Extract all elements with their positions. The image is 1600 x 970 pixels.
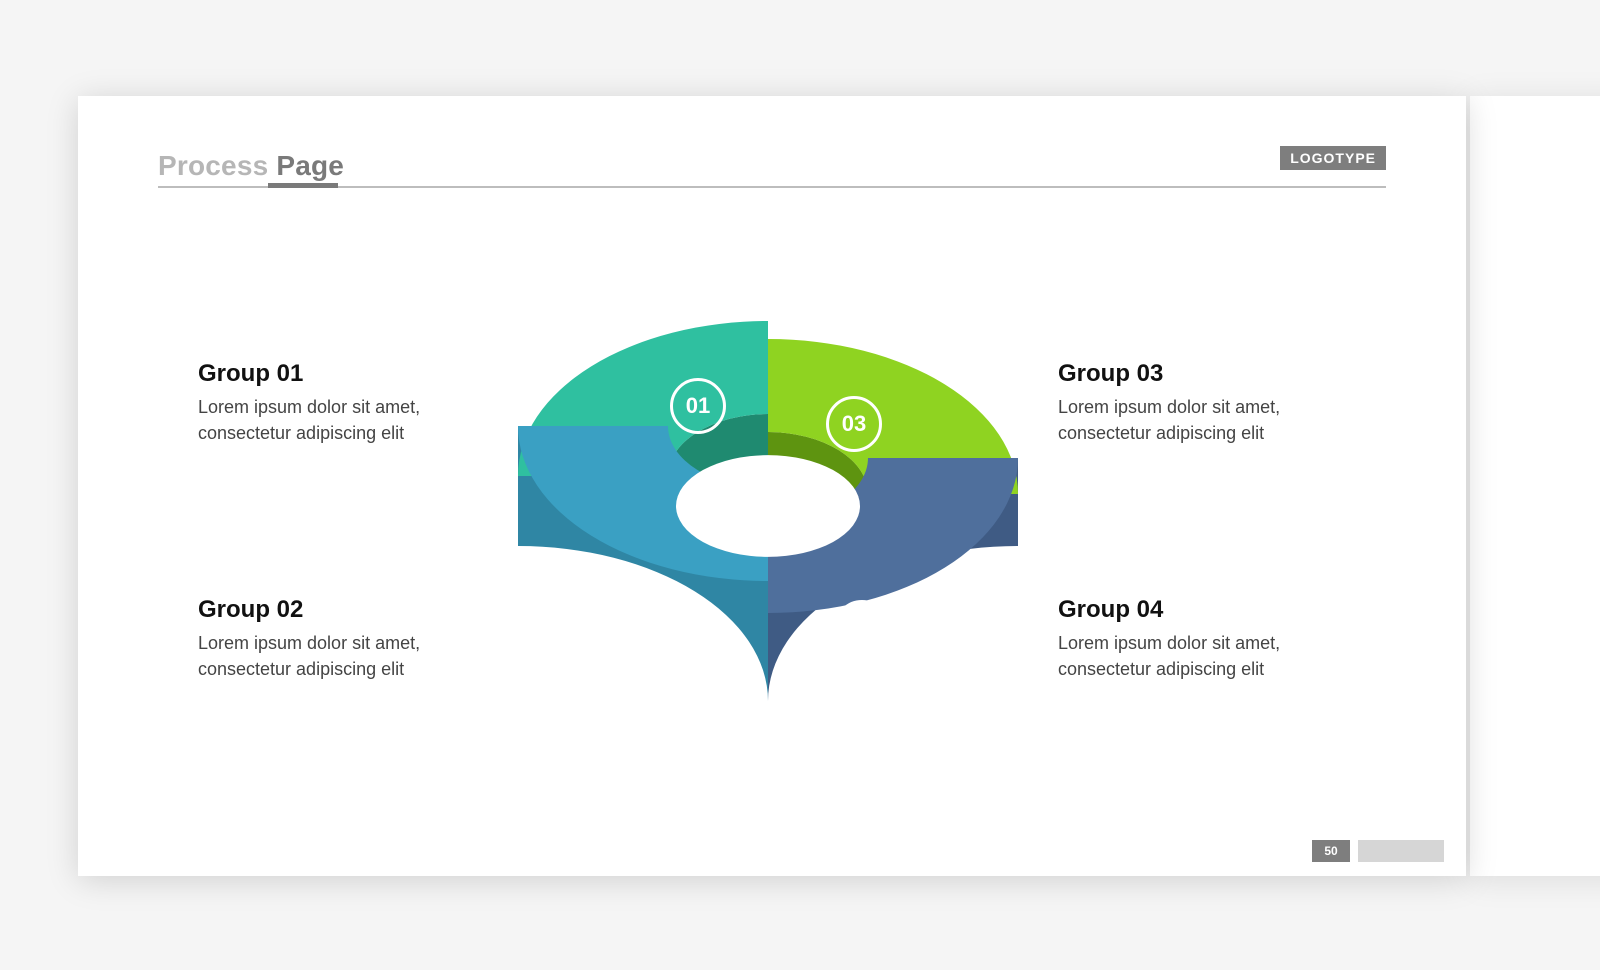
donut-svg — [498, 286, 1038, 806]
page-bar — [1358, 840, 1444, 862]
slide: Process Page LOGOTYPE 01 03 02 04 Group … — [78, 96, 1466, 876]
group-04: Group 04 Lorem ipsum dolor sit amet, con… — [1058, 596, 1358, 682]
segment-circle-01: 01 — [670, 378, 726, 434]
header-underline — [158, 186, 1386, 188]
group-01-body: Lorem ipsum dolor sit amet, consectetur … — [198, 394, 498, 446]
page-title-bold: Page — [276, 150, 344, 181]
ghost-slide: OTYPE sit am ng el sit am ing el — [1470, 96, 1600, 876]
group-02-body: Lorem ipsum dolor sit amet, consectetur … — [198, 630, 498, 682]
header: Process Page — [158, 142, 1386, 182]
group-01: Group 01 Lorem ipsum dolor sit amet, con… — [198, 360, 498, 446]
group-04-title: Group 04 — [1058, 596, 1358, 624]
segment-circle-04: 04 — [834, 600, 890, 656]
segment-circle-02: 02 — [668, 614, 724, 670]
page-title-light: Process — [158, 150, 276, 181]
page-title: Process Page — [158, 150, 344, 182]
group-03-body: Lorem ipsum dolor sit amet, consectetur … — [1058, 394, 1358, 446]
group-02: Group 02 Lorem ipsum dolor sit amet, con… — [198, 596, 498, 682]
group-03-title: Group 03 — [1058, 360, 1358, 388]
group-01-title: Group 01 — [198, 360, 498, 388]
segment-circle-03: 03 — [826, 396, 882, 452]
page-number: 50 — [1312, 840, 1350, 862]
group-04-body: Lorem ipsum dolor sit amet, consectetur … — [1058, 630, 1358, 682]
header-underline-accent — [268, 183, 338, 188]
group-03: Group 03 Lorem ipsum dolor sit amet, con… — [1058, 360, 1358, 446]
stage: OTYPE sit am ng el sit am ing el Process… — [0, 0, 1600, 970]
donut-chart: 01 03 02 04 — [498, 286, 1038, 806]
group-02-title: Group 02 — [198, 596, 498, 624]
logotype-badge: LOGOTYPE — [1280, 146, 1386, 170]
